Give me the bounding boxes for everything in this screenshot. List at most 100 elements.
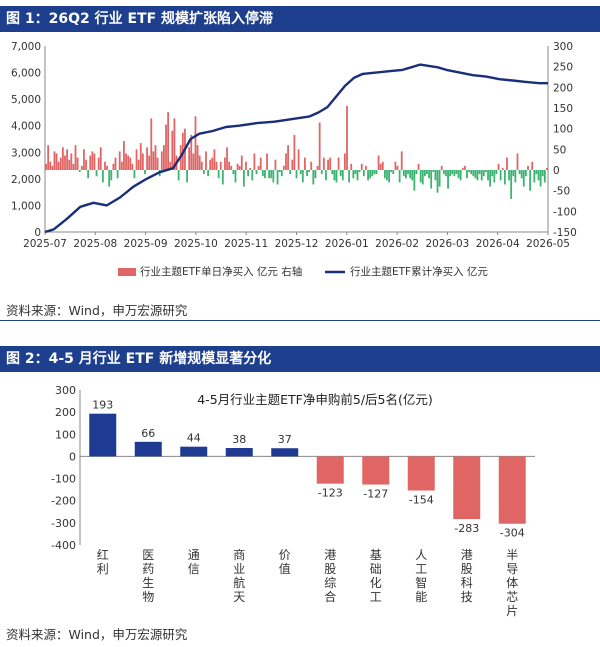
y-right-tick-label: -100 <box>553 206 577 218</box>
bar-value-label: 44 <box>187 432 201 445</box>
daily-net-buy-bar <box>114 157 117 170</box>
daily-net-buy-bar <box>333 170 336 181</box>
daily-net-buy-bar <box>74 145 77 170</box>
daily-net-buy-bar <box>112 163 115 170</box>
category-label-char: 通 <box>188 548 200 562</box>
x-tick-label: 2026-05 <box>526 238 570 250</box>
daily-net-buy-bar <box>61 147 64 170</box>
daily-net-buy-bar <box>379 163 382 170</box>
daily-net-buy-bar <box>304 157 306 170</box>
daily-net-buy-bar <box>297 149 300 170</box>
category-label-char: 医 <box>142 548 154 562</box>
daily-net-buy-bar <box>306 170 308 177</box>
daily-net-buy-bar <box>131 163 134 170</box>
daily-net-buy-bar <box>371 170 374 177</box>
daily-net-buy-bar <box>367 170 369 181</box>
daily-net-buy-bar <box>518 170 521 175</box>
x-tick-label: 2026-03 <box>425 238 469 250</box>
daily-net-buy-bar <box>45 163 47 170</box>
daily-net-buy-bar <box>329 157 332 170</box>
daily-net-buy-bar <box>293 134 296 170</box>
daily-net-buy-bar <box>522 170 525 187</box>
daily-net-buy-bar <box>268 170 271 179</box>
daily-net-buy-bar <box>55 153 58 170</box>
category-bar <box>225 448 253 457</box>
daily-net-buy-bar <box>85 159 87 170</box>
daily-net-buy-bar <box>240 155 243 170</box>
chart1: 0 1,000 2,000 3,000 4,000 5,000 6,000 7,000 -150… <box>11 41 577 278</box>
y-tick-label: 300 <box>55 384 76 397</box>
category-label-char: 股 <box>461 562 473 576</box>
daily-net-buy-bar <box>205 151 207 170</box>
bar-value-label: -304 <box>500 527 525 540</box>
category-bar <box>271 448 299 457</box>
daily-net-buy-bar <box>434 170 437 181</box>
daily-net-buy-bar <box>341 170 344 181</box>
daily-net-buy-bar <box>211 157 214 170</box>
daily-net-buy-bar <box>221 170 224 185</box>
figure1-source: 资料来源：Wind，申万宏源研究 <box>6 303 188 318</box>
x-tick-label: 2025-10 <box>174 238 218 250</box>
category-bar <box>362 456 390 485</box>
category-label-char: 导 <box>506 562 518 576</box>
daily-net-buy-bar <box>314 170 317 179</box>
daily-net-buy-bar <box>194 116 197 170</box>
chart-title: 4-5月行业主题ETF净申购前5/后5名(亿元) <box>197 392 433 407</box>
daily-net-buy-bar <box>438 170 441 187</box>
daily-net-buy-bar <box>383 170 386 179</box>
daily-net-buy-bar <box>125 153 127 170</box>
daily-net-buy-bar <box>299 170 302 175</box>
daily-net-buy-bar <box>99 147 102 170</box>
daily-net-buy-bar <box>474 170 477 179</box>
daily-net-buy-bar <box>546 167 548 170</box>
daily-net-buy-bar <box>83 149 85 170</box>
daily-net-buy-bar <box>358 170 361 173</box>
daily-net-buy-bar <box>344 153 346 170</box>
daily-net-buy-bar <box>213 149 216 170</box>
legend-bar-swatch <box>118 268 136 276</box>
daily-net-buy-bar <box>207 170 210 177</box>
daily-net-buy-bar <box>402 170 405 177</box>
daily-net-buy-bar <box>476 170 479 181</box>
daily-net-buy-bar <box>226 147 228 170</box>
daily-net-buy-bar <box>348 170 351 183</box>
daily-net-buy-bar <box>66 149 69 170</box>
bar-value-label: -127 <box>363 488 388 501</box>
daily-net-buy-bar <box>497 163 500 170</box>
y-tick-label: -400 <box>51 539 76 552</box>
y-left-tick-label: 6,000 <box>11 68 41 80</box>
y-left-tick-label: 4,000 <box>11 121 41 133</box>
daily-net-buy-bar <box>512 170 515 177</box>
category-label-char: 化 <box>370 576 382 590</box>
daily-net-buy-bar <box>78 170 81 173</box>
daily-net-buy-bar <box>192 153 195 170</box>
category-label-char: 片 <box>506 604 518 618</box>
category-label-char: 智 <box>415 575 427 590</box>
daily-net-buy-bar <box>466 170 468 179</box>
daily-net-buy-bar <box>451 170 454 175</box>
x-tick-label: 2025-12 <box>275 238 319 250</box>
y-right-tick-label: 250 <box>553 62 573 74</box>
daily-net-buy-bar <box>289 170 292 175</box>
daily-net-buy-bar <box>123 141 125 170</box>
daily-net-buy-bar <box>472 170 475 177</box>
daily-net-buy-bar <box>539 170 542 187</box>
daily-net-buy-bar <box>394 161 397 170</box>
daily-net-buy-bar <box>101 170 104 183</box>
daily-net-buy-bar <box>508 170 510 181</box>
daily-net-buy-bar <box>129 157 132 170</box>
daily-net-buy-bar <box>144 170 146 175</box>
daily-net-buy-bar <box>392 170 395 175</box>
daily-net-buy-bar <box>541 170 544 177</box>
bar-value-label: -283 <box>454 522 479 535</box>
daily-net-buy-bar <box>171 130 174 170</box>
daily-net-buy-bar <box>146 147 148 170</box>
daily-net-buy-bar <box>236 163 239 170</box>
daily-net-buy-bar <box>362 170 365 177</box>
x-tick-label: 2026-01 <box>325 238 369 250</box>
daily-net-buy-bar <box>480 170 483 181</box>
daily-net-buy-bar <box>325 170 327 181</box>
daily-net-buy-bar <box>316 165 319 170</box>
daily-net-buy-bar <box>118 151 121 170</box>
y-left-tick-label: 2,000 <box>11 174 41 186</box>
